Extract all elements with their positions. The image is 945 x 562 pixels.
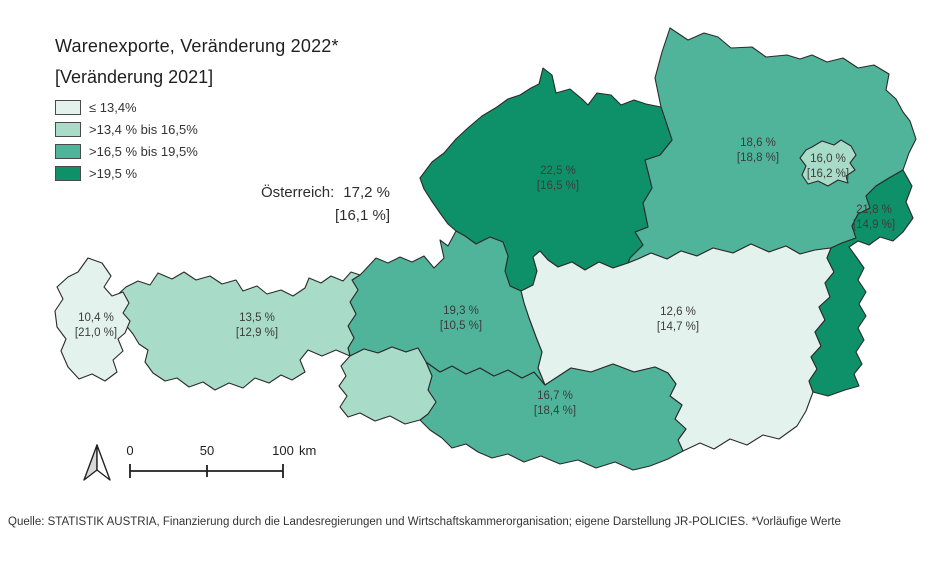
state-previous: [21,0 %] (74, 327, 118, 339)
legend: ≤ 13,4% >13,4 % bis 16,5% >16,5 % bis 19… (55, 96, 198, 184)
state-previous: [14,7 %] (656, 321, 700, 333)
scale-tick-50: 50 (199, 443, 215, 458)
state-wien (799, 139, 857, 187)
legend-swatch (55, 99, 81, 115)
north-arrow-icon (83, 444, 111, 481)
source-note: Quelle: STATISTIK AUSTRIA, Finanzierung … (8, 516, 841, 528)
state-previous: [10,5 %] (439, 320, 483, 332)
state-tirol (113, 271, 437, 425)
state-previous: [16,5 %] (536, 180, 580, 192)
scale-bar (129, 464, 284, 478)
map-subtitle: [Veränderung 2021] (55, 67, 214, 87)
legend-swatch (55, 121, 81, 137)
legend-item-label: ≤ 13,4% (89, 99, 137, 115)
state-label-niederoesterreich: 18,6 % [18,8 %] (737, 136, 779, 166)
state-label-vorarlberg: 10,4 % [21,0 %] (75, 311, 117, 341)
state-previous: [18,8 %] (736, 152, 780, 164)
state-steiermark (520, 243, 835, 452)
state-value: 13,5 % (239, 312, 275, 324)
legend-item: >16,5 % bis 19,5% (55, 140, 198, 162)
state-previous: [12,9 %] (235, 327, 279, 339)
legend-item: >19,5 % (55, 162, 198, 184)
state-label-wien: 16,0 % [16,2 %] (807, 152, 849, 182)
state-value: 12,6 % (660, 306, 696, 318)
state-vorarlberg (54, 257, 131, 382)
scale-unit: km (299, 443, 317, 458)
austria-total-line: Österreich: 17,2 % (200, 181, 390, 204)
austria-total-value: 17,2 % (343, 184, 390, 201)
legend-swatch (55, 165, 81, 181)
state-value: 18,6 % (740, 137, 776, 149)
state-label-tirol: 13,5 % [12,9 %] (236, 311, 278, 341)
state-value: 22,5 % (540, 165, 576, 177)
austria-total-label: Österreich: (260, 184, 335, 201)
state-value: 16,0 % (810, 153, 846, 165)
map-title: Warenexporte, Veränderung 2022* (55, 36, 339, 56)
state-value: 21,8 % (856, 204, 892, 216)
state-label-oberoesterreich: 22,5 % [16,5 %] (537, 164, 579, 194)
state-value: 19,3 % (443, 305, 479, 317)
state-value: 10,4 % (78, 312, 114, 324)
legend-swatch (55, 143, 81, 159)
state-label-salzburg: 19,3 % [10,5 %] (440, 304, 482, 334)
legend-item: >13,4 % bis 16,5% (55, 118, 198, 140)
scale-tick-100: 100 (272, 443, 294, 458)
legend-item-label: >13,4 % bis 16,5% (89, 121, 198, 137)
state-label-steiermark: 12,6 % [14,7 %] (657, 305, 699, 335)
state-value: 16,7 % (537, 390, 573, 402)
austria-total: Österreich: 17,2 % [16,1 %] (200, 181, 390, 227)
legend-item-label: >19,5 % (89, 165, 138, 181)
state-previous: [16,2 %] (806, 168, 850, 180)
austria-total-previous: [16,1 %] (334, 207, 390, 224)
state-label-kaernten: 16,7 % [18,4 %] (534, 389, 576, 419)
legend-item: ≤ 13,4% (55, 96, 198, 118)
state-previous: [18,4 %] (533, 405, 577, 417)
scale-tick-0: 0 (126, 443, 134, 458)
state-previous: [14,9 %] (852, 219, 896, 231)
state-label-burgenland: 21,8 % [14,9 %] (853, 203, 895, 233)
legend-item-label: >16,5 % bis 19,5% (89, 143, 198, 159)
state-burgenland (808, 169, 914, 397)
